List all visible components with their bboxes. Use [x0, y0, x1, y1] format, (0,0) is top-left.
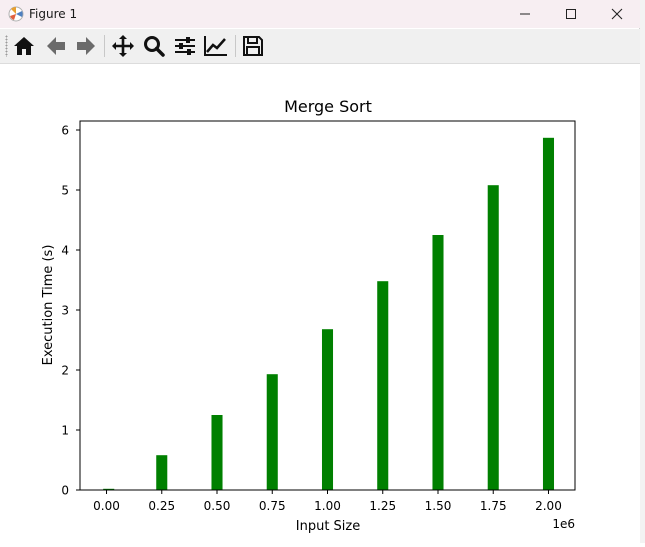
x-tick-label: 1.75	[480, 499, 507, 513]
pan-button[interactable]	[110, 32, 136, 60]
configure-subplots-button[interactable]	[172, 32, 198, 60]
x-tick-label: 0.50	[204, 499, 231, 513]
maximize-icon	[566, 9, 576, 19]
toolbar-separator	[235, 35, 236, 57]
desktop-edge	[640, 0, 645, 543]
axes-frame	[79, 120, 576, 491]
y-axis-ticks: 0 1 2 3 4 5 6	[61, 124, 80, 498]
toolbar-grip[interactable]	[5, 35, 8, 57]
zoom-button[interactable]	[141, 32, 167, 60]
x-axis-label: Input Size	[296, 519, 360, 534]
y-tick-label: 4	[61, 244, 69, 258]
back-button[interactable]	[43, 32, 69, 60]
x-axis-offset-label: 1e6	[552, 517, 575, 531]
bar	[542, 137, 555, 491]
bar	[211, 415, 223, 490]
window-title: Figure 1	[29, 7, 78, 21]
y-tick-label: 2	[61, 364, 69, 378]
y-tick-label: 3	[61, 304, 69, 318]
close-button[interactable]	[594, 0, 640, 28]
x-tick-label: 2.00	[535, 499, 562, 513]
edit-axis-button[interactable]	[203, 32, 229, 60]
bar	[156, 455, 168, 490]
maximize-button[interactable]	[548, 0, 594, 28]
toolbar-separator	[104, 35, 105, 57]
bar	[266, 374, 278, 490]
bar	[487, 185, 499, 490]
bar	[321, 329, 334, 490]
save-button[interactable]	[240, 32, 266, 60]
y-tick-label: 1	[61, 424, 69, 438]
arrow-right-icon	[77, 37, 95, 55]
minimize-button[interactable]	[502, 0, 548, 28]
x-tick-label: 1.50	[425, 499, 452, 513]
home-button[interactable]	[11, 32, 37, 60]
x-tick-label: 1.25	[369, 499, 396, 513]
arrow-left-icon	[47, 37, 65, 55]
forward-button[interactable]	[73, 32, 99, 60]
y-axis-label: Execution Time (s)	[41, 245, 56, 366]
chart-title: Merge Sort	[284, 97, 372, 116]
bar-chart: Merge Sort 0.00 0.25 0.50 0.75 1.00 1.25 1.50 1…	[41, 97, 576, 534]
y-tick-label: 0	[61, 484, 69, 498]
magnifier-icon	[144, 36, 165, 57]
x-tick-label: 0.00	[93, 499, 120, 513]
bar-series	[103, 137, 555, 491]
bar	[103, 488, 115, 490]
x-tick-label: 0.75	[259, 499, 286, 513]
floppy-disk-icon	[243, 36, 263, 56]
bar	[432, 235, 444, 490]
y-tick-label: 5	[61, 184, 69, 198]
navigation-toolbar	[0, 29, 640, 64]
close-icon	[611, 8, 623, 20]
x-axis-ticks: 0.00 0.25 0.50 0.75 1.00 1.25 1.50 1.75 2.00	[93, 490, 562, 513]
x-tick-label: 1.00	[314, 499, 341, 513]
figure-canvas[interactable]: Merge Sort 0.00 0.25 0.50 0.75 1.00 1.25 1.50 1…	[0, 64, 640, 543]
move-icon	[112, 35, 134, 57]
x-tick-label: 0.25	[148, 499, 175, 513]
sliders-icon	[175, 37, 195, 55]
home-icon	[14, 37, 34, 55]
minimize-icon	[520, 13, 530, 15]
matplotlib-app-icon	[8, 6, 24, 22]
line-chart-icon	[204, 36, 227, 56]
bar	[377, 281, 389, 490]
title-bar[interactable]: Figure 1	[0, 0, 640, 28]
y-tick-label: 6	[61, 124, 69, 138]
